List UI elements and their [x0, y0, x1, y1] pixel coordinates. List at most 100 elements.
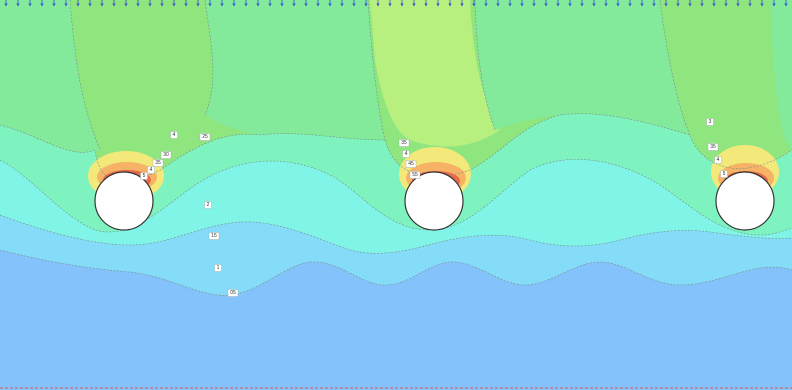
downward-arrow-icon	[772, 0, 776, 7]
contour-label-text: 4	[150, 167, 153, 173]
downward-arrow-icon	[136, 0, 140, 7]
surface-load	[4, 0, 788, 7]
contour-label: 30	[160, 151, 172, 159]
downward-arrow-icon	[208, 0, 212, 7]
downward-arrow-icon	[160, 0, 164, 7]
tunnel-right	[715, 171, 775, 231]
downward-arrow-icon	[508, 0, 512, 7]
contour-label: 35	[152, 159, 164, 167]
downward-arrow-icon	[736, 0, 740, 7]
downward-arrow-icon	[40, 0, 44, 7]
contour-label: 45	[405, 160, 417, 168]
contour-label: 4	[402, 150, 410, 158]
downward-arrow-icon	[520, 0, 524, 7]
contour-line	[367, 0, 386, 141]
contour-label-text: 25	[202, 134, 208, 140]
downward-arrow-icon	[448, 0, 452, 7]
downward-arrow-icon	[688, 0, 692, 7]
downward-arrow-icon	[52, 0, 56, 7]
downward-arrow-icon	[724, 0, 728, 7]
contour-label: 35	[707, 143, 719, 151]
contour-label: 1	[214, 264, 222, 272]
contour-label-text: 5	[723, 171, 726, 177]
downward-arrow-icon	[244, 0, 248, 7]
downward-arrow-icon	[532, 0, 536, 7]
contour-label: 4	[147, 166, 155, 174]
contour-label: 3	[706, 118, 714, 126]
downward-arrow-icon	[4, 0, 8, 7]
downward-arrow-icon	[124, 0, 128, 7]
downward-arrow-icon	[76, 0, 80, 7]
downward-arrow-icon	[328, 0, 332, 7]
downward-arrow-icon	[172, 0, 176, 7]
downward-arrow-icon	[496, 0, 500, 7]
downward-arrow-icon	[196, 0, 200, 7]
downward-arrow-icon	[64, 0, 68, 7]
contour-label: 4	[170, 131, 178, 139]
downward-arrow-icon	[232, 0, 236, 7]
downward-arrow-icon	[664, 0, 668, 7]
downward-arrow-icon	[712, 0, 716, 7]
downward-arrow-icon	[112, 0, 116, 7]
downward-arrow-icon	[184, 0, 188, 7]
downward-arrow-icon	[484, 0, 488, 7]
downward-arrow-icon	[640, 0, 644, 7]
downward-arrow-icon	[292, 0, 296, 7]
downward-arrow-icon	[436, 0, 440, 7]
tunnel-middle	[404, 171, 464, 231]
contour-label: 25	[199, 133, 211, 141]
band-mid-green	[0, 0, 792, 153]
downward-arrow-icon	[16, 0, 20, 7]
downward-arrow-icon	[148, 0, 152, 7]
contour-line	[0, 214, 792, 254]
downward-arrow-icon	[364, 0, 368, 7]
downward-arrow-icon	[616, 0, 620, 7]
contour-line	[204, 0, 214, 116]
downward-arrow-icon	[88, 0, 92, 7]
contour-label: 2	[204, 201, 212, 209]
contour-label-text: 55	[412, 172, 418, 178]
contour-label-text: 15	[211, 233, 217, 239]
band-light-chimney	[370, 0, 500, 147]
downward-arrow-icon	[784, 0, 788, 7]
downward-arrow-icon	[256, 0, 260, 7]
downward-arrow-icon	[544, 0, 548, 7]
downward-arrow-icon	[352, 0, 356, 7]
downward-arrow-icon	[652, 0, 656, 7]
downward-arrow-icon	[400, 0, 404, 7]
downward-arrow-icon	[376, 0, 380, 7]
downward-arrow-icon	[460, 0, 464, 7]
downward-arrow-icon	[568, 0, 572, 7]
downward-arrow-icon	[700, 0, 704, 7]
contour-label: 05	[227, 289, 239, 297]
downward-arrow-icon	[760, 0, 764, 7]
downward-arrow-icon	[628, 0, 632, 7]
downward-arrow-icon	[220, 0, 224, 7]
downward-arrow-icon	[604, 0, 608, 7]
downward-arrow-icon	[748, 0, 752, 7]
downward-arrow-icon	[28, 0, 32, 7]
contour-label-text: 45	[408, 161, 414, 167]
downward-arrow-icon	[100, 0, 104, 7]
downward-arrow-icon	[424, 0, 428, 7]
contour-label-text: 2	[207, 202, 210, 208]
contour-label: 5	[720, 170, 728, 178]
contour-label-text: 4	[717, 157, 720, 163]
tunnel-left	[94, 171, 154, 231]
downward-arrow-icon	[340, 0, 344, 7]
downward-arrow-icon	[268, 0, 272, 7]
contour-label-text: 4	[405, 151, 408, 157]
downward-arrow-icon	[304, 0, 308, 7]
contour-label-text: 05	[230, 290, 236, 296]
contour-label-text: 3	[709, 119, 712, 125]
contour-label: 15	[208, 232, 220, 240]
downward-arrow-icon	[592, 0, 596, 7]
downward-arrow-icon	[580, 0, 584, 7]
downward-arrow-icon	[316, 0, 320, 7]
contour-label-text: 4	[173, 132, 176, 138]
downward-arrow-icon	[556, 0, 560, 7]
contour-label: 5	[140, 172, 148, 180]
